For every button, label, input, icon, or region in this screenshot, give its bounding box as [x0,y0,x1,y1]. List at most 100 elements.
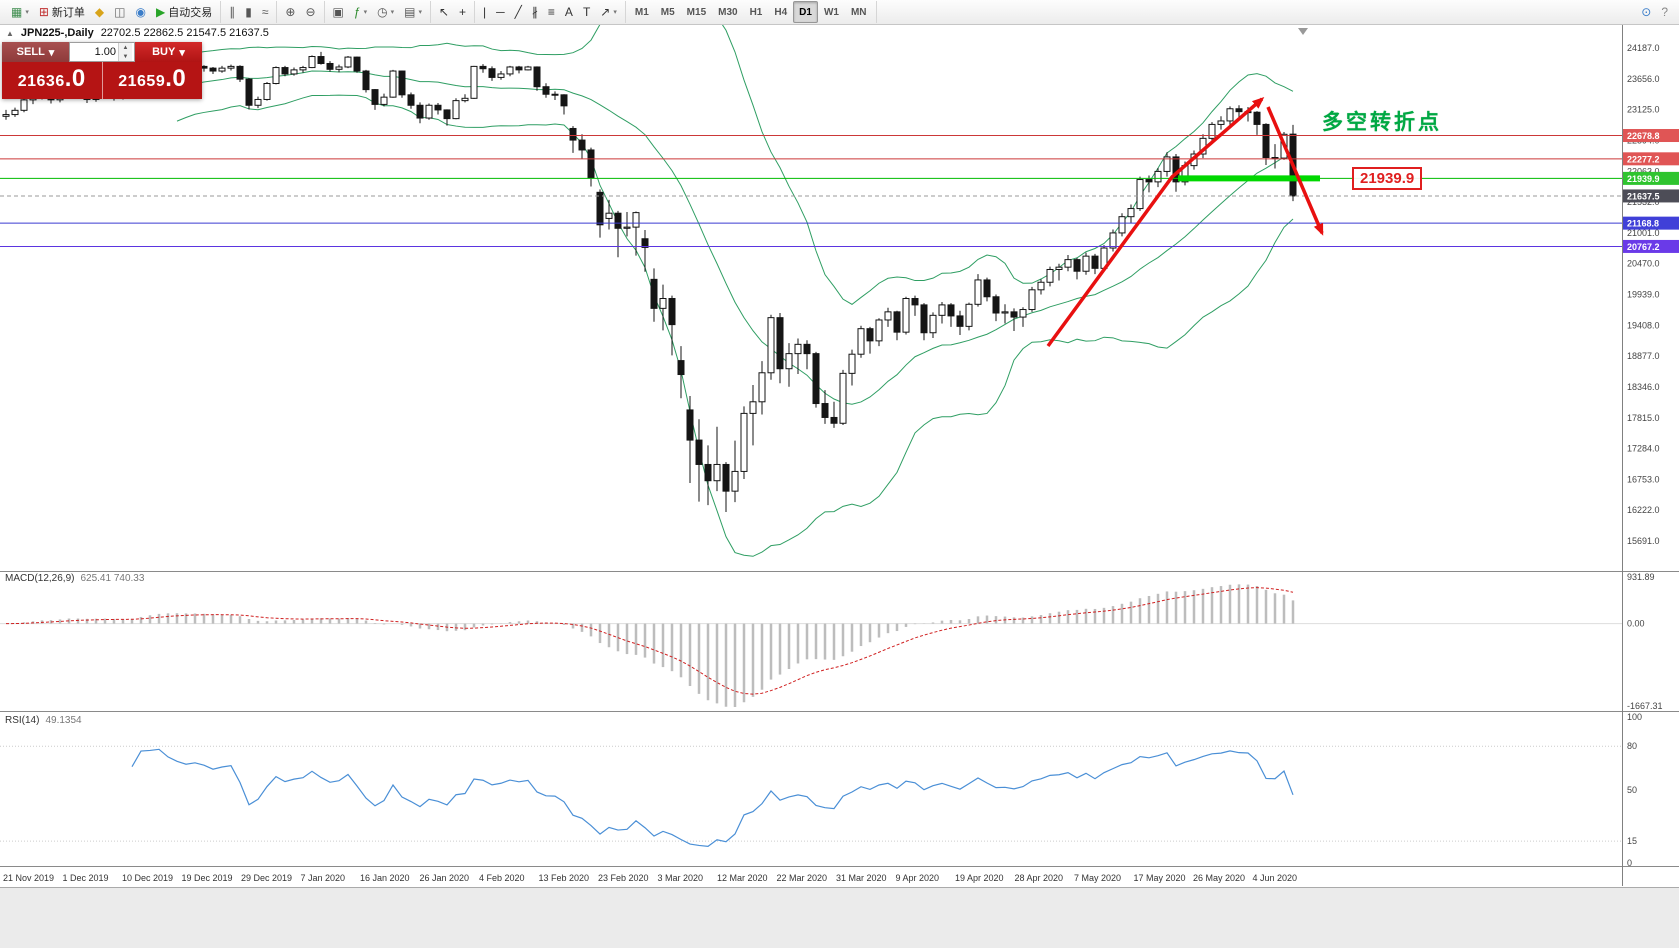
timeframe-h1-button[interactable]: H1 [749,6,763,18]
price-chart-canvas[interactable]: 24187.023656.023125.022594.022063.021532… [0,25,1679,948]
sell-price-panel[interactable]: 21636 .0 [2,62,102,99]
volume-down-button[interactable]: ▼ [119,52,132,61]
date-axis: 21 Nov 2019 1 Dec 2019 10 Dec 2019 19 Dec 2… [3,873,1297,883]
svg-text:7 May 2020: 7 May 2020 [1074,873,1121,883]
candlestick-chart-button[interactable]: ▮ [240,1,257,23]
svg-text:13 Feb 2020: 13 Feb 2020 [539,873,590,883]
toolbar-group: ▦ ▾ ⊞ 新订单 ◆ ◫ ◉ ▶ 自动交易 [3,1,222,23]
vertical-line-button[interactable]: | [478,1,491,23]
turning-point-annotation[interactable]: 多空转折点 [1322,111,1442,134]
sell-dropdown-caret-icon[interactable]: ▾ [48,46,55,59]
timeframe-h4-button[interactable]: H4 [774,6,788,18]
toolbar-group: ▣ ƒ ▾ ◷ ▾ ▤ ▾ [325,1,431,23]
trendline-button[interactable]: ╱ [510,1,527,23]
buy-dropdown-caret-icon[interactable]: ▾ [179,46,185,59]
svg-text:21939.9: 21939.9 [1627,174,1660,184]
svg-text:22678.8: 22678.8 [1627,131,1660,141]
metaeditor-icon: ◆ [94,5,105,19]
buy-button[interactable]: BUY ▾ [135,42,202,62]
indicators-button[interactable]: ƒ ▾ [349,1,372,23]
crosshair-button[interactable]: + [454,1,471,23]
arrows-tool-button[interactable]: ↗ ▾ [595,1,622,23]
horizontal-line-button[interactable]: ─ [491,1,510,23]
text-icon: A [564,5,573,19]
svg-text:19 Apr 2020: 19 Apr 2020 [955,873,1004,883]
horizontal-lines[interactable] [0,135,1622,247]
timeframe-mn-button[interactable]: MN [850,6,867,18]
chevron-down-icon[interactable]: ▾ [390,9,395,16]
equidistant-channel-button[interactable]: ∦ [527,1,543,23]
svg-text:3 Mar 2020: 3 Mar 2020 [658,873,704,883]
svg-text:20767.2: 20767.2 [1627,242,1660,252]
svg-text:0: 0 [1627,858,1632,868]
toolbar-group: ⊕ ⊖ [277,1,325,23]
svg-text:26 May 2020: 26 May 2020 [1193,873,1245,883]
zoom-in-button[interactable]: ⊕ [280,1,300,23]
svg-text:29 Dec 2019: 29 Dec 2019 [241,873,292,883]
tile-windows-button[interactable]: ▣ [328,1,349,23]
rsi-indicator-label: RSI(14) 49.1354 [5,715,82,726]
sell-price: 21636 [17,73,65,90]
svg-text:-1667.31: -1667.31 [1627,701,1663,711]
volume-input[interactable] [70,43,118,61]
autotrading-button[interactable]: ▶ 自动交易 [151,1,217,23]
help-button[interactable]: ? [1656,1,1673,23]
text-label-button[interactable]: T [578,1,595,23]
bar-chart-button[interactable]: ∥ [224,1,240,23]
templates-icon: ▤ [404,5,416,19]
svg-text:18346.0: 18346.0 [1627,382,1660,392]
timeframe-m30-button[interactable]: M30 [718,6,738,18]
search-button[interactable]: ⊙ [1636,1,1656,23]
svg-text:18877.0: 18877.0 [1627,351,1660,361]
chart-shift-marker[interactable] [1298,28,1308,35]
volume-up-button[interactable]: ▲ [119,43,132,52]
equidistant-channel-icon: ∦ [531,5,538,19]
market-watch-button[interactable]: ◫ [109,1,130,23]
metaeditor-button[interactable]: ◆ [90,1,109,23]
text-button[interactable]: A [560,1,578,23]
trend-arrows[interactable] [1046,97,1324,348]
line-chart-button[interactable]: ≈ [257,1,274,23]
timeframe-w1-button[interactable]: W1 [823,6,839,18]
zoom-out-icon: ⊖ [305,5,316,19]
periods-button[interactable]: ◷ ▾ [372,1,399,23]
timeframe-m15-button[interactable]: M15 [686,6,707,18]
zoom-out-button[interactable]: ⊖ [300,1,320,23]
svg-text:16 Jan 2020: 16 Jan 2020 [360,873,410,883]
market-watch-icon: ◫ [114,5,126,19]
svg-text:22063.0: 22063.0 [1627,166,1660,176]
green-level-price-label[interactable]: 21939.9 [1352,167,1423,190]
timeframe-m1-button[interactable]: M1 [634,6,649,18]
svg-text:19408.0: 19408.0 [1627,320,1660,330]
svg-text:19939.0: 19939.0 [1627,290,1660,300]
timeframe-d1-button[interactable]: D1 [793,1,818,23]
timeframe-m5-button[interactable]: M5 [660,6,675,18]
chevron-down-icon[interactable]: ▾ [613,9,617,16]
one-click-trading-panel: SELL ▾ ▲ ▼ BUY ▾ 21636 .0 [2,42,202,99]
chevron-down-icon[interactable]: ▾ [363,9,368,16]
text-label-icon: T [582,5,591,19]
svg-text:7 Jan 2020: 7 Jan 2020 [301,873,346,883]
fibonacci-button[interactable]: ≡ [543,1,560,23]
sell-button[interactable]: SELL ▾ [2,42,69,62]
chevron-down-icon[interactable]: ▾ [25,9,29,16]
chevron-down-icon[interactable]: ▾ [418,9,422,16]
buy-price-panel[interactable]: 21659 .0 [101,62,202,99]
svg-text:26 Jan 2020: 26 Jan 2020 [420,873,470,883]
symbol-ohlc: 22702.5 22862.5 21547.5 21637.5 [100,27,269,39]
crosshair-icon: + [459,5,467,19]
new-chart-button[interactable]: ▦ ▾ [6,1,34,23]
chart-window[interactable]: 24187.023656.023125.022594.022063.021532… [0,25,1679,948]
bar-chart-icon: ∥ [229,5,236,19]
toolbar-group: | ─ ╱ ∦ ≡ A T ↗ ▾ [475,1,626,23]
new-chart-icon: ▦ [11,5,23,19]
svg-text:12 Mar 2020: 12 Mar 2020 [717,873,768,883]
templates-button[interactable]: ▤ ▾ [399,1,427,23]
svg-text:19 Dec 2019: 19 Dec 2019 [182,873,233,883]
new-order-button[interactable]: ⊞ 新订单 [34,1,90,23]
fibonacci-icon: ≡ [547,5,555,19]
data-window-button[interactable]: ◉ [131,1,151,23]
cursor-button[interactable]: ↖ [434,1,454,23]
vertical-line-icon: | [483,5,487,19]
rsi-panel [0,745,1622,847]
